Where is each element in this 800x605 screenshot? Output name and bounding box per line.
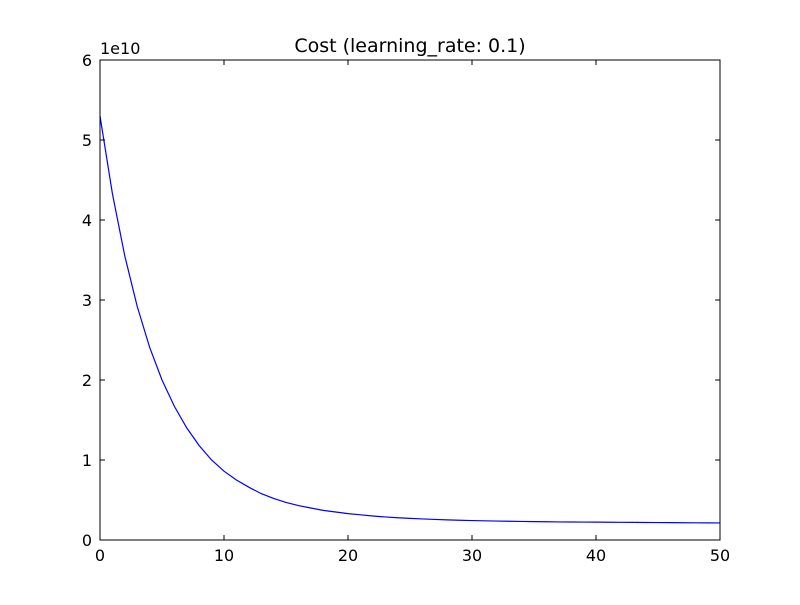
x-tick-label: 30 [462,546,482,565]
y-tick-label: 2 [82,371,92,390]
y-tick-label: 3 [82,291,92,310]
plot-layer [99,115,721,524]
y-tick-label: 6 [82,51,92,70]
y-axis-offset-label: 1e10 [100,39,140,58]
axes-frame [99,59,721,541]
y-tick-label: 4 [82,211,92,230]
x-tick-label: 20 [338,546,358,565]
y-tick-label: 0 [82,531,92,550]
chart-title: Cost (learning_rate: 0.1) [294,35,525,57]
series-line-0 [99,115,721,524]
y-tick-label: 5 [82,131,92,150]
ticks-layer: 0 10 20 30 40 50 0 1 2 3 4 5 6 [82,51,730,565]
x-tick-label: 50 [710,546,730,565]
x-tick-label: 40 [586,546,606,565]
y-tick-label: 1 [82,451,92,470]
x-tick-label: 0 [95,546,105,565]
x-tick-label: 10 [214,546,234,565]
